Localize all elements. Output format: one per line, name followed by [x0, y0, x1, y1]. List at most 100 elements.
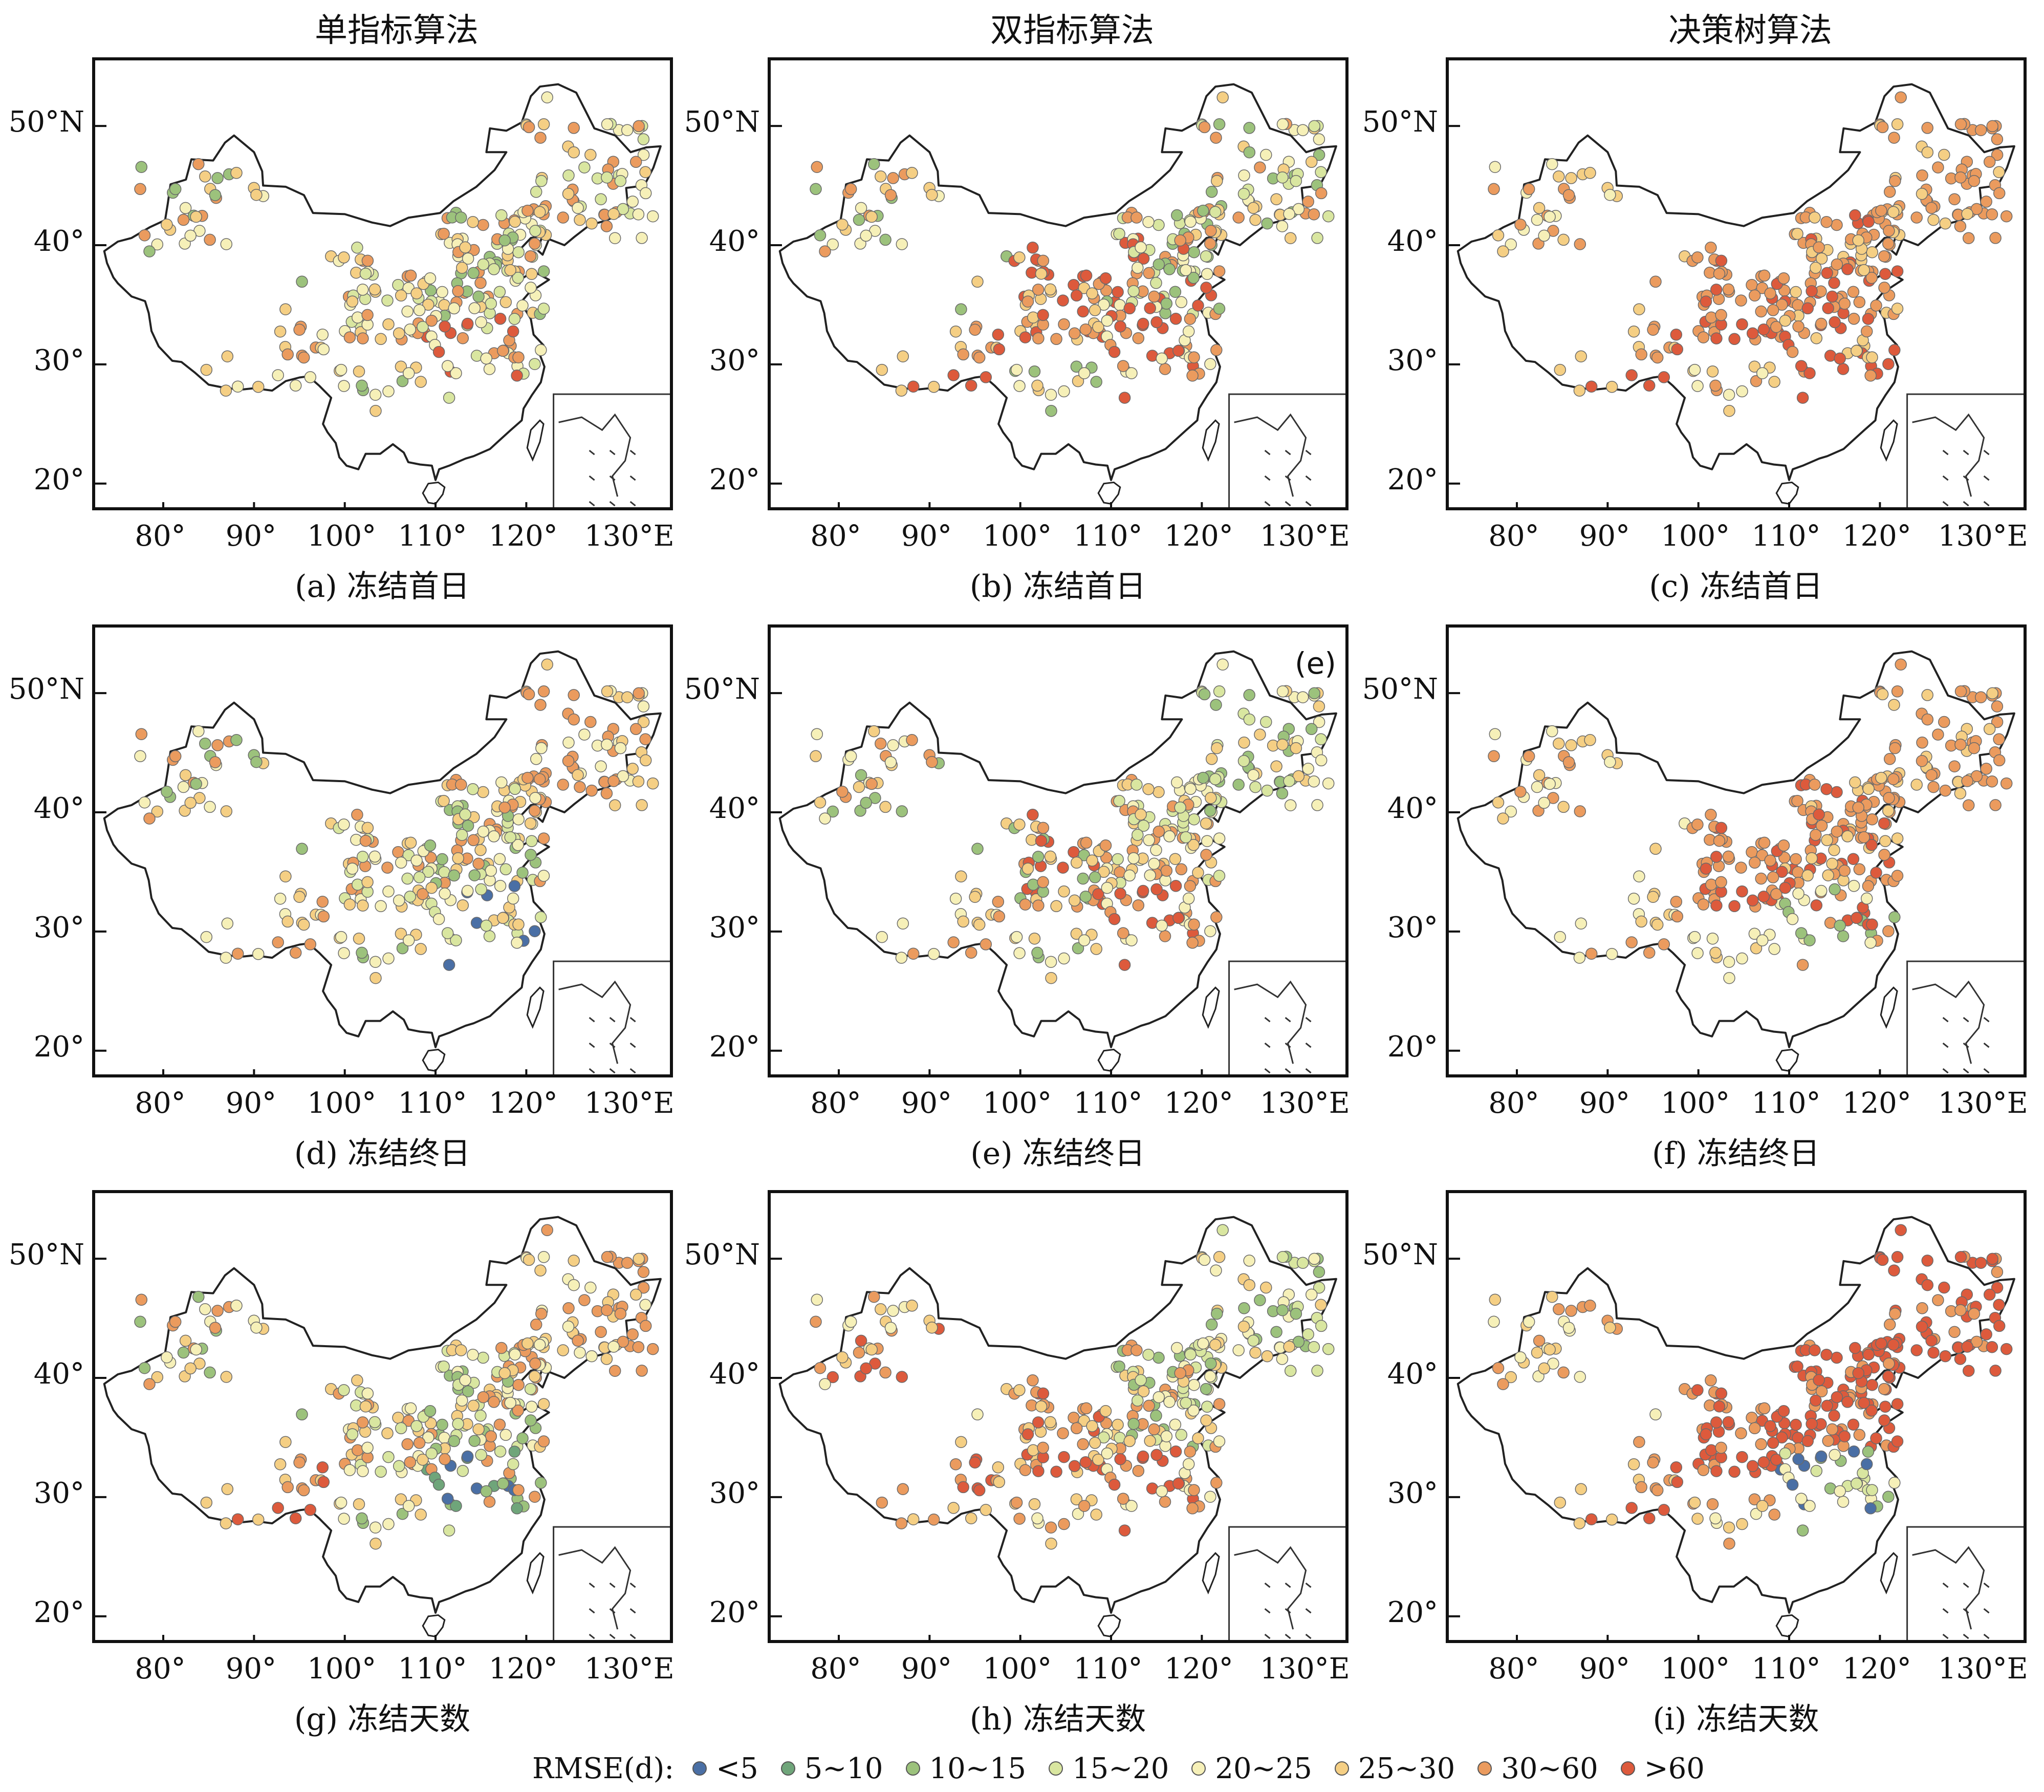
station-dot	[274, 325, 287, 338]
station-dot	[537, 870, 550, 882]
hainan-island	[1775, 1614, 1799, 1638]
station-dot	[1238, 169, 1250, 182]
station-dot	[143, 812, 156, 825]
station-dot	[151, 1371, 164, 1384]
station-dot	[537, 1435, 550, 1448]
station-dot	[1826, 1423, 1838, 1436]
station-dot	[369, 404, 382, 417]
station-dot	[230, 167, 243, 179]
station-dot	[468, 869, 481, 881]
inset-island	[1305, 1582, 1312, 1588]
station-dot	[1705, 1374, 1717, 1387]
station-dot	[1921, 1255, 1933, 1267]
station-dot	[897, 350, 909, 362]
station-dot	[452, 1418, 464, 1430]
map-frame	[768, 1190, 1349, 1643]
station-dot	[1954, 1304, 1967, 1316]
station-dot	[1993, 1320, 2006, 1332]
station-dot	[1876, 688, 1889, 701]
station-dot	[578, 728, 591, 741]
inset-island	[1983, 1633, 1990, 1639]
station-dot	[1809, 779, 1821, 791]
map-canvas	[1449, 83, 2024, 507]
station-dot	[1736, 1518, 1748, 1530]
x-tick-label: 80°	[1488, 1087, 1539, 1120]
station-dot	[617, 770, 629, 783]
station-dot	[1801, 869, 1814, 882]
station-dot	[1831, 219, 1843, 231]
map-canvas	[1449, 650, 2024, 1074]
station-dot	[493, 1418, 506, 1431]
station-dot	[1706, 1498, 1719, 1510]
station-dot	[1013, 251, 1026, 264]
station-dot	[1649, 275, 1662, 288]
station-dot	[368, 283, 381, 296]
station-dot	[1865, 1405, 1878, 1417]
station-dot	[1723, 404, 1735, 417]
station-dot	[1204, 1491, 1216, 1503]
inset-island	[589, 1582, 595, 1588]
legend-item: 10~15	[905, 1752, 1026, 1785]
x-tick-label: 130°E	[1259, 1087, 1350, 1120]
station-dot	[512, 1405, 524, 1417]
x-tick-label: 80°	[1488, 1652, 1539, 1686]
station-dot	[456, 899, 469, 912]
station-dot	[1986, 208, 1998, 221]
station-dot	[1878, 1383, 1890, 1395]
station-dot	[417, 320, 429, 333]
station-dot	[1182, 892, 1195, 905]
station-dot	[1838, 865, 1851, 877]
station-dot	[595, 760, 607, 772]
station-dot	[1691, 1513, 1704, 1525]
station-dot	[1625, 936, 1638, 948]
station-dot	[351, 1374, 363, 1387]
x-tick-label: 100°	[983, 1652, 1052, 1686]
station-dot	[1101, 314, 1114, 327]
station-dot	[204, 1366, 216, 1379]
inset-island	[1942, 1582, 1949, 1588]
x-tick-label: 120°	[1164, 1087, 1233, 1120]
station-dot	[1573, 952, 1586, 964]
y-tick-label: 20°	[1387, 1595, 1438, 1629]
station-dot	[639, 187, 652, 200]
station-dot	[607, 208, 620, 220]
station-dot	[896, 805, 908, 817]
y-tick-label: 20°	[33, 1595, 84, 1629]
station-dot	[810, 1315, 822, 1328]
station-dot	[1045, 956, 1057, 968]
station-dot	[425, 314, 438, 327]
station-dot	[865, 1343, 878, 1356]
station-dot	[1862, 1445, 1875, 1458]
station-dot	[1037, 254, 1050, 267]
station-dot	[1728, 900, 1741, 913]
station-dot	[557, 1344, 569, 1356]
station-dot	[1697, 331, 1710, 343]
station-dot	[272, 369, 284, 381]
station-dot	[1821, 1399, 1833, 1412]
inset-island	[1264, 1017, 1271, 1023]
y-tick-label: 50°N	[684, 105, 760, 139]
station-dot	[1032, 851, 1045, 863]
station-dot	[480, 919, 492, 932]
station-dot	[1142, 215, 1155, 228]
station-dot	[1523, 750, 1535, 763]
station-dot	[1045, 388, 1057, 401]
station-dot	[1209, 206, 1222, 219]
station-dot	[1153, 219, 1165, 231]
station-dot	[1123, 302, 1136, 315]
station-dot	[1035, 1400, 1048, 1413]
legend-label: 5~10	[804, 1752, 883, 1785]
station-dot	[1209, 1338, 1222, 1351]
station-dot	[1144, 869, 1156, 881]
station-dot	[1514, 785, 1527, 798]
station-dot	[357, 332, 369, 344]
station-dot	[392, 278, 404, 291]
station-dot	[636, 799, 648, 811]
station-dot	[947, 369, 960, 381]
inset-island	[589, 1042, 595, 1048]
station-dot	[1870, 299, 1882, 312]
station-dot	[1849, 776, 1861, 789]
inset-island	[1305, 1633, 1312, 1639]
station-dot	[483, 1496, 496, 1508]
station-dot	[477, 258, 490, 271]
